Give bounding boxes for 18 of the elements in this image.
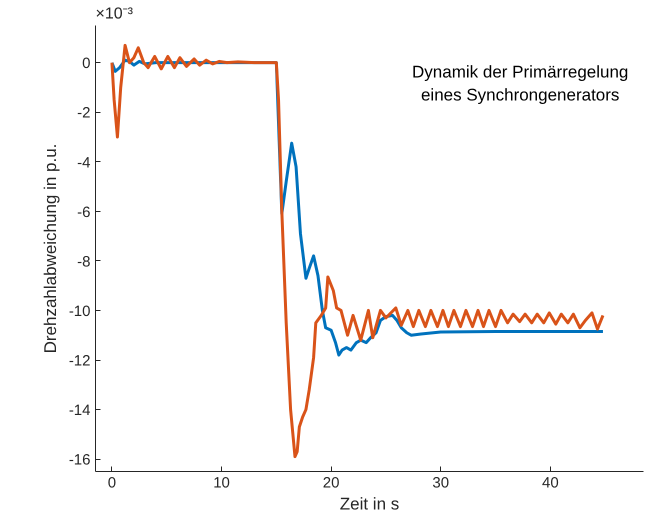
y-tick-label: -16 xyxy=(68,452,91,469)
text: ×10⁻³ xyxy=(96,6,134,22)
y-tick-label: -12 xyxy=(68,352,91,370)
x-tick-label: 10 xyxy=(213,474,230,492)
y-tick-label: 0 xyxy=(82,55,90,72)
y-tick-label: -14 xyxy=(68,402,91,420)
annotation: Dynamik der Primärregelung eines Synchrongenerators xyxy=(412,62,628,104)
x-axis-title: Zeit in s xyxy=(340,494,400,514)
x-tick-label: 0 xyxy=(108,474,116,492)
y-axis-title: Drehzahlabweichung in p.u. xyxy=(40,144,60,354)
x-tick-label: 40 xyxy=(542,474,559,492)
y-tick-label: -2 xyxy=(77,104,91,122)
y-tick-label: -10 xyxy=(68,302,91,320)
y-tick-label: -6 xyxy=(77,204,91,221)
x-tick-label: 30 xyxy=(432,474,450,492)
y-tick-label: -8 xyxy=(77,253,91,270)
x-tick-label: 20 xyxy=(322,474,340,492)
y-tick-label: -4 xyxy=(77,154,91,172)
